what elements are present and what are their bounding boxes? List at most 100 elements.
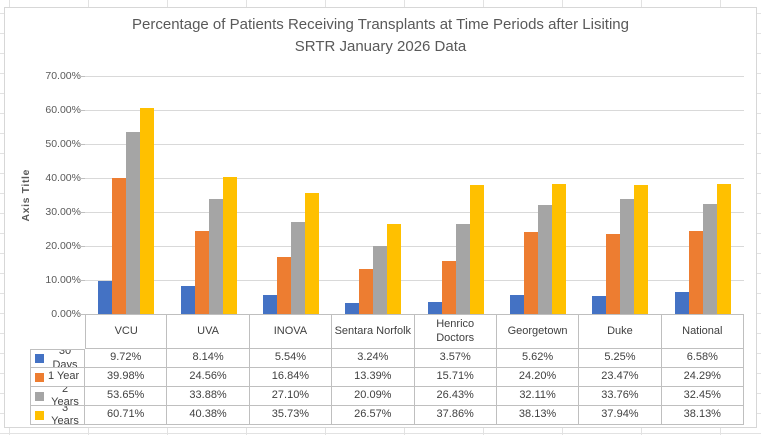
- gridline: [85, 246, 744, 247]
- bar-3-years-georgetown[interactable]: [552, 184, 567, 314]
- y-axis-tick: [79, 144, 85, 145]
- bar-3-years-vcu[interactable]: [140, 107, 155, 314]
- y-axis-tick: [79, 280, 85, 281]
- value-cell-1-year-national: 24.29%: [661, 368, 744, 387]
- bar-group-georgetown: [497, 76, 579, 314]
- value-cell-2-years-henrico-doctors: 26.43%: [414, 387, 497, 406]
- y-tick-label: 20.00%: [45, 240, 81, 252]
- value-cell-3-years-duke: 37.94%: [579, 406, 662, 425]
- value-cell-2-years-inova: 27.10%: [249, 387, 333, 406]
- bar-3-years-uva[interactable]: [222, 176, 237, 314]
- value-cell-2-years-georgetown: 32.11%: [496, 387, 580, 406]
- bar-2-years-sentara-norfolk[interactable]: [373, 245, 388, 314]
- bar-3-years-national[interactable]: [716, 184, 731, 314]
- y-tick-label: 10.00%: [45, 274, 81, 286]
- bar-30-days-uva[interactable]: [180, 286, 195, 314]
- value-cell-1-year-vcu: 39.98%: [85, 368, 168, 387]
- y-axis-tick: [79, 76, 85, 77]
- bar-30-days-vcu[interactable]: [98, 281, 113, 314]
- bar-group-vcu: [85, 76, 167, 314]
- bar-group-uva: [167, 76, 249, 314]
- y-tick-label: 60.00%: [45, 104, 81, 116]
- value-cell-30-days-uva: 8.14%: [167, 349, 250, 368]
- bar-1-year-henrico-doctors[interactable]: [441, 260, 456, 314]
- value-cell-2-years-sentara-norfolk: 20.09%: [332, 387, 415, 406]
- bar-1-year-uva[interactable]: [194, 230, 209, 314]
- y-tick-label: 50.00%: [45, 138, 81, 150]
- bar-groups: [85, 76, 744, 314]
- y-axis-tick: [79, 246, 85, 247]
- bar-2-years-henrico-doctors[interactable]: [455, 224, 470, 314]
- bar-1-year-inova[interactable]: [276, 256, 291, 314]
- category-header-henrico-doctors: Henrico Doctors: [414, 314, 497, 349]
- gridline: [85, 178, 744, 179]
- bar-group-henrico-doctors: [415, 76, 497, 314]
- value-cell-30-days-georgetown: 5.62%: [496, 349, 580, 368]
- bar-2-years-inova[interactable]: [290, 221, 305, 314]
- category-header-inova: INOVA: [249, 314, 333, 349]
- bar-1-year-sentara-norfolk[interactable]: [359, 268, 374, 314]
- bar-2-years-duke[interactable]: [620, 199, 635, 314]
- value-cell-3-years-vcu: 60.71%: [85, 406, 168, 425]
- value-cell-3-years-inova: 35.73%: [249, 406, 333, 425]
- y-axis-tick: [79, 110, 85, 111]
- legend-key-3-years: 3 Years: [30, 406, 85, 425]
- bar-3-years-henrico-doctors[interactable]: [469, 185, 484, 314]
- bar-1-year-vcu[interactable]: [112, 178, 127, 314]
- bar-30-days-henrico-doctors[interactable]: [427, 301, 442, 314]
- bar-30-days-georgetown[interactable]: [510, 294, 525, 314]
- value-cell-1-year-uva: 24.56%: [167, 368, 250, 387]
- legend-label: 2 Years: [51, 387, 79, 406]
- legend-label: 1 Year: [48, 370, 80, 383]
- gridline: [85, 144, 744, 145]
- legend-swatch-2-years: [35, 391, 44, 401]
- legend-key-30-days: 30 Days: [30, 349, 85, 368]
- y-tick-label: 30.00%: [45, 206, 81, 218]
- gridline: [85, 110, 744, 111]
- bar-30-days-national[interactable]: [674, 291, 689, 314]
- table-corner-cell: [30, 314, 85, 349]
- value-cell-3-years-sentara-norfolk: 26.57%: [332, 406, 415, 425]
- value-cell-1-year-sentara-norfolk: 13.39%: [332, 368, 415, 387]
- bar-30-days-inova[interactable]: [262, 295, 277, 314]
- y-tick-label: 0.00%: [51, 308, 81, 320]
- bar-1-year-duke[interactable]: [606, 234, 621, 314]
- category-header-duke: Duke: [579, 314, 662, 349]
- value-cell-2-years-vcu: 53.65%: [85, 387, 168, 406]
- value-cell-30-days-henrico-doctors: 3.57%: [414, 349, 497, 368]
- chart-title[interactable]: Percentage of Patients Receiving Transpl…: [5, 14, 756, 58]
- value-cell-30-days-national: 6.58%: [661, 349, 744, 368]
- value-cell-2-years-duke: 33.76%: [579, 387, 662, 406]
- bar-2-years-uva[interactable]: [208, 198, 223, 314]
- value-cell-1-year-georgetown: 24.20%: [496, 368, 580, 387]
- category-header-sentara-norfolk: Sentara Norfolk: [332, 314, 415, 349]
- bar-3-years-sentara-norfolk[interactable]: [387, 223, 402, 314]
- legend-swatch-3-years: [35, 410, 44, 420]
- data-table: VCU UVA INOVA Sentara Norfolk Henrico Doctor…: [30, 314, 744, 425]
- value-cell-3-years-georgetown: 38.13%: [496, 406, 580, 425]
- value-cell-2-years-uva: 33.88%: [167, 387, 250, 406]
- chart-frame[interactable]: Percentage of Patients Receiving Transpl…: [4, 7, 757, 428]
- bar-2-years-georgetown[interactable]: [538, 204, 553, 314]
- value-cell-30-days-duke: 5.25%: [579, 349, 662, 368]
- y-axis-labels: 0.00% 10.00% 20.00% 30.00% 40.00% 50.00% 60.00…: [5, 70, 81, 320]
- value-cell-30-days-inova: 5.54%: [249, 349, 333, 368]
- bar-2-years-vcu[interactable]: [126, 131, 141, 314]
- bar-30-days-sentara-norfolk[interactable]: [345, 303, 360, 314]
- bar-1-year-national[interactable]: [688, 231, 703, 314]
- value-cell-30-days-sentara-norfolk: 3.24%: [332, 349, 415, 368]
- value-cell-2-years-national: 32.45%: [661, 387, 744, 406]
- value-cell-1-year-henrico-doctors: 15.71%: [414, 368, 497, 387]
- value-cell-3-years-national: 38.13%: [661, 406, 744, 425]
- bar-1-year-georgetown[interactable]: [524, 231, 539, 314]
- legend-label: 3 Years: [51, 406, 79, 425]
- bar-2-years-national[interactable]: [702, 203, 717, 314]
- bar-3-years-duke[interactable]: [634, 185, 649, 314]
- bar-3-years-inova[interactable]: [304, 192, 319, 314]
- category-header-georgetown: Georgetown: [496, 314, 580, 349]
- bar-30-days-duke[interactable]: [592, 296, 607, 314]
- y-tick-label: 40.00%: [45, 172, 81, 184]
- legend-key-2-years: 2 Years: [30, 387, 85, 406]
- value-cell-1-year-inova: 16.84%: [249, 368, 333, 387]
- y-axis-tick: [79, 178, 85, 179]
